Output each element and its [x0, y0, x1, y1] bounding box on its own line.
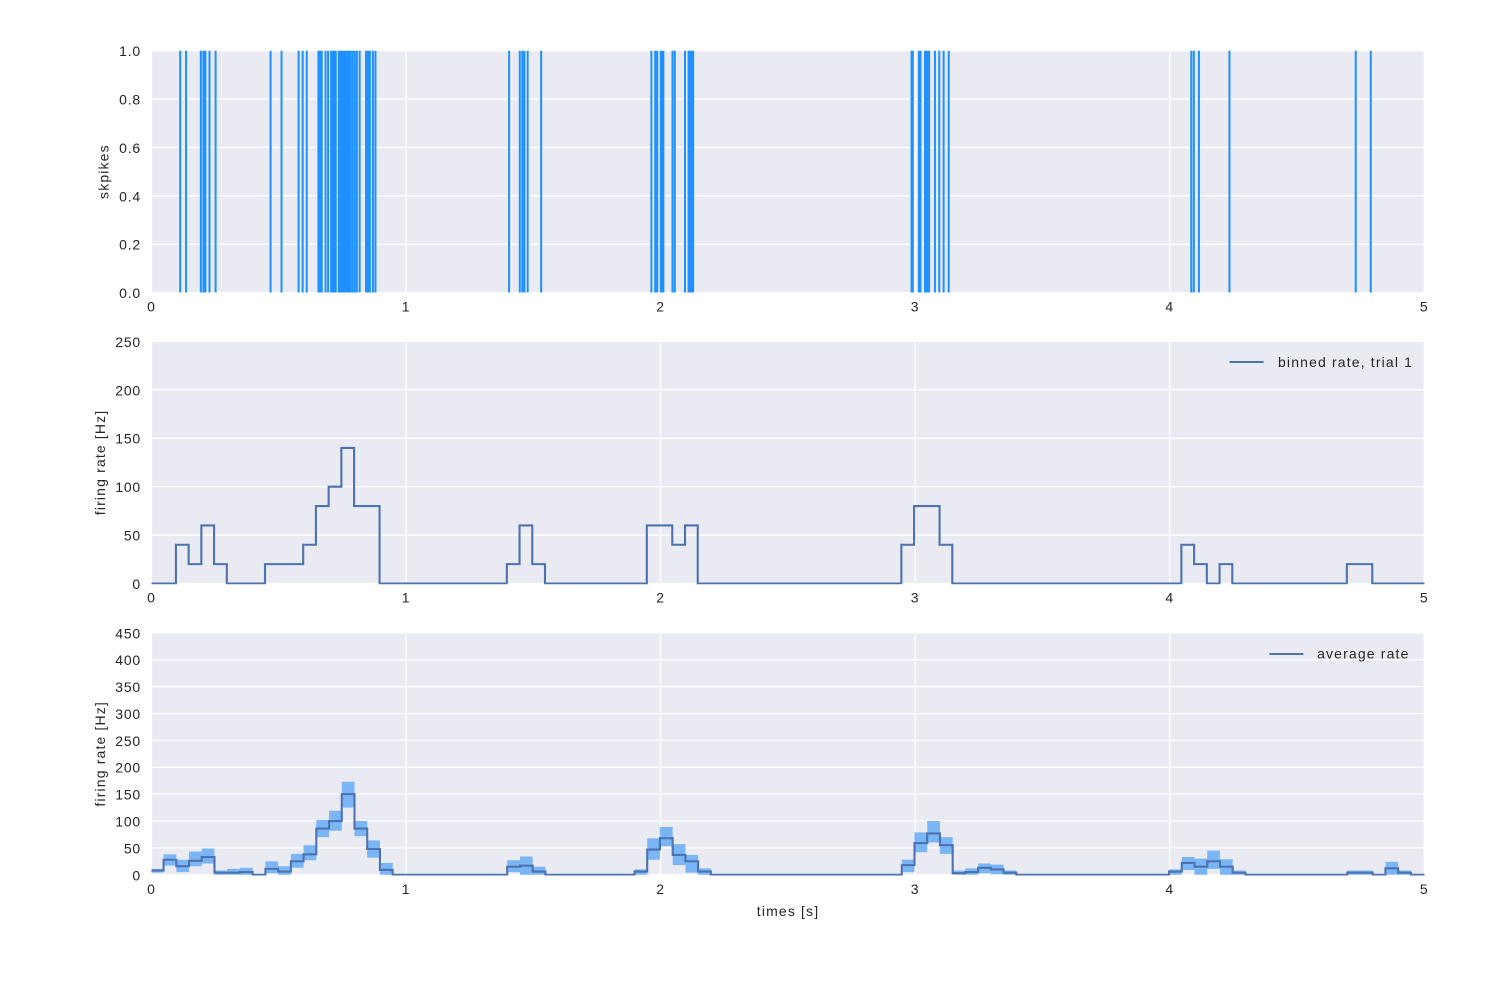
svg-text:5: 5	[1420, 881, 1429, 897]
svg-text:4: 4	[1165, 590, 1174, 606]
svg-text:5: 5	[1420, 299, 1429, 315]
svg-text:2: 2	[656, 881, 665, 897]
svg-text:0.2: 0.2	[119, 237, 141, 253]
svg-text:200: 200	[115, 760, 141, 776]
svg-text:450: 450	[115, 625, 141, 641]
svg-text:0: 0	[147, 299, 156, 315]
svg-text:2: 2	[656, 590, 665, 606]
svg-text:0: 0	[147, 590, 156, 606]
svg-text:average rate: average rate	[1317, 645, 1409, 661]
svg-text:150: 150	[115, 431, 141, 447]
svg-text:3: 3	[911, 881, 920, 897]
svg-text:firing rate [Hz]: firing rate [Hz]	[92, 701, 108, 807]
svg-text:100: 100	[115, 479, 141, 495]
svg-text:0.6: 0.6	[119, 140, 141, 156]
svg-text:300: 300	[115, 706, 141, 722]
svg-text:1: 1	[402, 881, 411, 897]
svg-text:250: 250	[115, 334, 141, 350]
svg-text:3: 3	[911, 299, 920, 315]
svg-text:1.0: 1.0	[119, 43, 141, 59]
svg-text:5: 5	[1420, 590, 1429, 606]
svg-text:0.8: 0.8	[119, 92, 141, 108]
svg-text:2: 2	[656, 299, 665, 315]
svg-text:100: 100	[115, 814, 141, 830]
svg-text:skpikes: skpikes	[96, 144, 112, 199]
svg-text:0: 0	[132, 576, 141, 592]
svg-text:binned rate, trial 1: binned rate, trial 1	[1278, 354, 1413, 370]
svg-text:times [s]: times [s]	[757, 903, 819, 919]
svg-text:4: 4	[1165, 881, 1174, 897]
svg-text:4: 4	[1165, 299, 1174, 315]
svg-text:350: 350	[115, 679, 141, 695]
svg-text:0: 0	[147, 881, 156, 897]
svg-text:150: 150	[115, 787, 141, 803]
svg-text:50: 50	[124, 528, 141, 544]
svg-text:3: 3	[911, 590, 920, 606]
svg-text:200: 200	[115, 382, 141, 398]
svg-text:0.4: 0.4	[119, 188, 141, 204]
svg-text:250: 250	[115, 733, 141, 749]
svg-text:1: 1	[402, 299, 411, 315]
svg-text:50: 50	[124, 840, 141, 856]
svg-text:0.0: 0.0	[119, 285, 141, 301]
svg-text:400: 400	[115, 652, 141, 668]
svg-text:firing rate [Hz]: firing rate [Hz]	[92, 410, 108, 516]
svg-text:0: 0	[132, 867, 141, 883]
svg-text:1: 1	[402, 590, 411, 606]
